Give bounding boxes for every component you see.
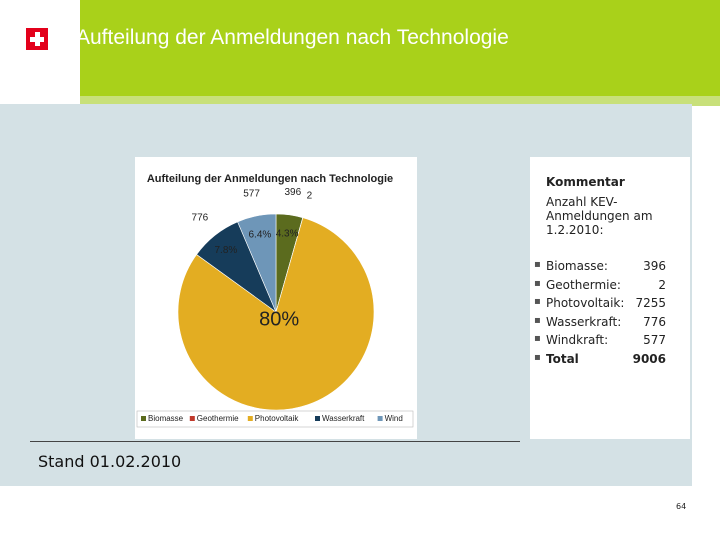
footer-rule: [30, 441, 520, 442]
item-value: 776: [643, 314, 666, 329]
comment-list: ▪ Biomasse: 396 ▪ Geothermie: 2 ▪ Photovoltai…: [530, 259, 690, 370]
comment-panel: Kommentar Anzahl KEV-Anmeldungen am 1.2.…: [530, 157, 690, 439]
legend-swatch-photovoltaik: [247, 416, 253, 421]
slide-title: Aufteilung der Anmeldungen nach Technolo…: [76, 26, 509, 49]
percent-label-wind: 6.4%: [249, 229, 272, 240]
item-label: Total: [546, 351, 579, 366]
bullet-icon: ▪: [534, 351, 541, 363]
value-label-geothermie: 2: [307, 191, 313, 202]
item-value: 7255: [635, 296, 666, 310]
list-item-windkraft: ▪ Windkraft: 577: [530, 333, 690, 352]
list-item-total: ▪ Total 9006: [530, 352, 690, 371]
pie-chart: Aufteilung der Anmeldungen nach Technolo…: [136, 173, 414, 428]
legend-item-wind: Wind: [385, 414, 403, 423]
comment-subheading: Anzahl KEV-Anmeldungen am 1.2.2010:: [546, 195, 653, 237]
item-label: Geothermie:: [546, 277, 621, 292]
list-item-geothermie: ▪ Geothermie: 2: [530, 278, 690, 297]
chart-panel: Aufteilung der Anmeldungen nach Technolo…: [135, 157, 417, 439]
item-label: Photovoltaik:: [546, 296, 625, 310]
legend-swatch-geothermie: [189, 416, 195, 421]
bullet-icon: ▪: [534, 333, 541, 344]
bullet-icon: ▪: [534, 296, 541, 307]
percent-label-wasserkraft: 7.8%: [215, 245, 238, 256]
legend-swatch-wind: [377, 416, 383, 421]
item-value: 9006: [632, 351, 666, 366]
item-label: Biomasse:: [546, 259, 608, 273]
item-value: 396: [643, 259, 666, 273]
stand-date: Stand 01.02.2010: [38, 452, 182, 471]
comment-heading: Kommentar: [546, 175, 625, 189]
legend-item-photovoltaik: Photovoltaik: [255, 414, 300, 423]
percent-label-photovoltaik: 80%: [259, 308, 299, 330]
value-label-wasserkraft: 776: [192, 213, 209, 224]
list-item-wasserkraft: ▪ Wasserkraft: 776: [530, 315, 690, 334]
swiss-cross-logo: [26, 28, 48, 50]
chart-title: Aufteilung der Anmeldungen nach Technolo…: [147, 173, 393, 185]
list-item-biomasse: ▪ Biomasse: 396: [530, 259, 690, 278]
page-number: 64: [676, 502, 687, 511]
item-label: Wasserkraft:: [546, 314, 622, 329]
legend-item-geothermie: Geothermie: [197, 414, 239, 423]
bullet-icon: ▪: [534, 314, 541, 326]
legend-swatch-biomasse: [141, 416, 146, 421]
legend-item-wasserkraft: Wasserkraft: [322, 414, 365, 423]
value-label-wind: 577: [243, 189, 260, 200]
item-value: 577: [643, 333, 666, 347]
title-band: [80, 0, 720, 106]
item-label: Windkraft:: [546, 333, 609, 347]
bullet-icon: ▪: [534, 277, 541, 289]
pie-slice-photovoltaik: [177, 217, 375, 411]
legend-frame: [136, 410, 414, 428]
bullet-icon: ▪: [534, 259, 541, 270]
legend-item-biomasse: Biomasse: [148, 414, 184, 423]
list-item-photovoltaik: ▪ Photovoltaik: 7255: [530, 296, 690, 315]
legend-swatch-wasserkraft: [315, 416, 320, 421]
pie-slice-wind: [237, 213, 277, 313]
value-label-biomasse: 396: [284, 187, 301, 198]
percent-label-biomasse: 4.3%: [276, 228, 299, 239]
item-value: 2: [658, 277, 666, 292]
